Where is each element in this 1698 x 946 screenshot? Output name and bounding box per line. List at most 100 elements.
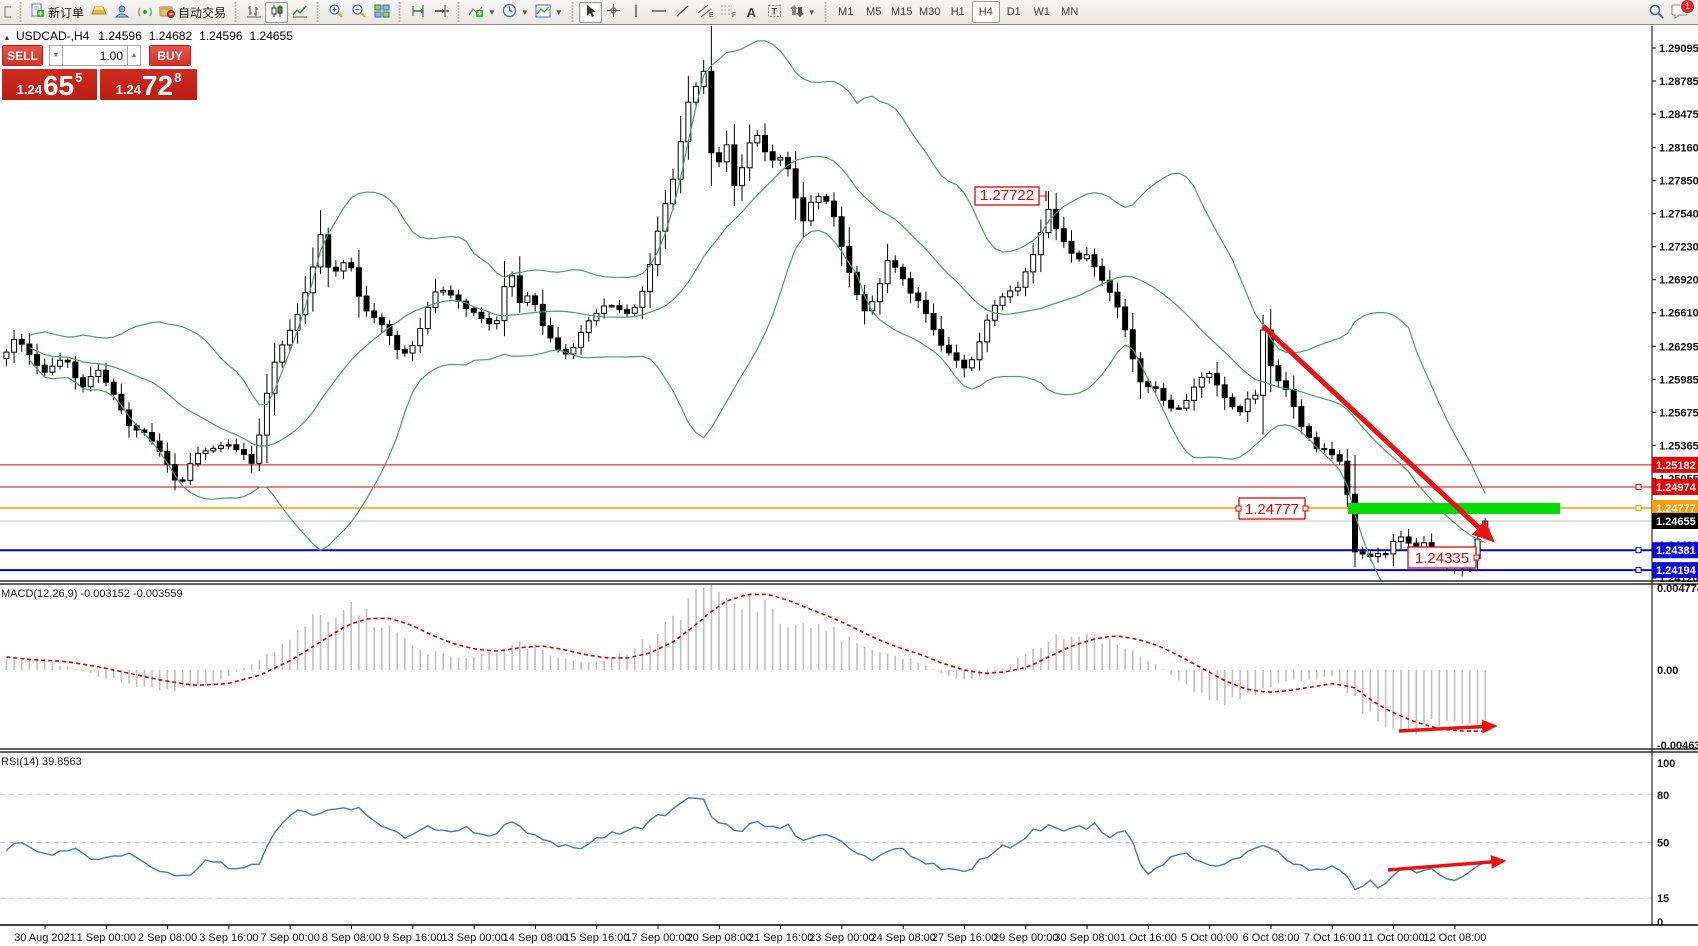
chat-button[interactable]: 1 <box>1668 0 1695 23</box>
indicators-button[interactable]: ▼ <box>465 2 499 23</box>
price-tag-1.24655 <box>1652 513 1698 530</box>
hline-handle[interactable] <box>1635 505 1642 512</box>
signals-button[interactable] <box>133 2 156 23</box>
sell-button[interactable]: SELL <box>2 45 43 66</box>
svg-text:11 Oct 00:00: 11 Oct 00:00 <box>1363 932 1425 944</box>
periods-button[interactable]: ▼ <box>499 2 532 23</box>
svg-text:9 Sep 16:00: 9 Sep 16:00 <box>383 932 442 944</box>
notification-badge: 1 <box>1680 0 1695 14</box>
support-zone-rectangle[interactable] <box>1348 503 1560 514</box>
line-chart-button[interactable] <box>288 2 311 23</box>
rsi-flat-arrow[interactable] <box>1387 854 1507 872</box>
horizontal-line-button[interactable] <box>648 2 671 23</box>
time-axis[interactable]: 30 Aug 2021 1 Sep 00:00 2 Sep 08:00 3 Sep 1… <box>14 925 1486 944</box>
svg-text:23 Sep 00:00: 23 Sep 00:00 <box>809 932 874 944</box>
templates-button[interactable]: ▼ <box>532 2 566 23</box>
one-click-trading-panel: SELL ▼ ▲ BUY 1.24 65 5 1.24 72 8 <box>2 45 198 100</box>
svg-text:14 Sep 08:00: 14 Sep 08:00 <box>503 932 568 944</box>
fibonacci-button[interactable]: F <box>717 2 740 23</box>
downtrend-arrow[interactable] <box>1261 324 1495 543</box>
svg-text:1.27850: 1.27850 <box>1659 176 1698 188</box>
svg-text:17 Sep 00:00: 17 Sep 00:00 <box>625 932 690 944</box>
text-button[interactable]: A <box>740 2 763 23</box>
timeframe-h1[interactable]: H1 <box>950 6 965 18</box>
auto-trading-label: 自动交易 <box>178 5 227 20</box>
macd-indicator <box>5 585 1498 735</box>
svg-text:1.24335: 1.24335 <box>1415 550 1469 567</box>
sell-price-sup: 5 <box>75 70 83 85</box>
line-chart-icon <box>291 4 308 21</box>
trendline-icon <box>675 4 690 21</box>
timeframe-m15[interactable]: M15 <box>891 6 913 18</box>
auto-trading-button[interactable]: 自动交易 <box>156 2 229 23</box>
bar-open-value: 1.24596 <box>98 29 142 43</box>
gold-bar-icon <box>90 5 107 20</box>
crosshair-button[interactable] <box>602 2 625 23</box>
buy-button[interactable]: BUY <box>149 45 191 66</box>
gold-bar-button[interactable] <box>87 2 110 23</box>
chevron-down-icon: ▼ <box>488 7 496 17</box>
svg-text:15: 15 <box>1657 893 1669 905</box>
candlestick-chart-button[interactable] <box>265 1 289 23</box>
trendline-button[interactable] <box>671 2 694 23</box>
auto-trading-icon <box>159 4 176 21</box>
svg-text:1.26610: 1.26610 <box>1659 308 1698 320</box>
hline-handle[interactable] <box>1635 484 1642 491</box>
vertical-line-button[interactable] <box>625 2 648 23</box>
volume-decrease-button[interactable]: ▼ <box>49 45 63 66</box>
macd-flat-arrow[interactable] <box>1398 719 1498 734</box>
zoom-in-button[interactable] <box>324 2 347 23</box>
tile-windows-icon <box>374 4 390 21</box>
tile-windows-button[interactable] <box>370 2 393 23</box>
zoom-out-icon <box>351 3 367 21</box>
price-callouts[interactable]: 1.27722 1.24777 1.24335 <box>974 186 1480 569</box>
callout-1.27722[interactable] <box>974 186 1040 206</box>
svg-text:2 Sep 08:00: 2 Sep 08:00 <box>138 932 197 944</box>
hline-handle[interactable] <box>1635 547 1642 554</box>
timeframe-d1[interactable]: D1 <box>1006 6 1021 18</box>
svg-text:3 Sep 16:00: 3 Sep 16:00 <box>199 932 258 944</box>
rsi-indicator <box>0 794 1652 899</box>
buy-price-small: 1.24 <box>115 82 141 97</box>
svg-text:1.28785: 1.28785 <box>1659 76 1698 88</box>
zoom-out-button[interactable] <box>347 2 370 23</box>
svg-text:1.25985: 1.25985 <box>1659 374 1698 386</box>
svg-text:1.25365: 1.25365 <box>1659 440 1698 452</box>
price-tag-1.24974 <box>1652 479 1698 496</box>
timeframe-h4[interactable]: H4 <box>971 1 1000 23</box>
timeframe-m30[interactable]: M30 <box>919 6 941 18</box>
text-label-button[interactable]: T <box>763 2 786 23</box>
timeframe-m1[interactable]: M1 <box>838 6 854 18</box>
arrows-button[interactable]: ▼ <box>786 2 819 23</box>
cursor-button[interactable] <box>578 1 602 23</box>
volume-input[interactable] <box>63 45 127 66</box>
sell-quote-button[interactable]: 1.24 65 5 <box>2 69 97 100</box>
auto-scroll-button[interactable] <box>406 2 429 23</box>
symbol-period-label: USDCAD-,H4 <box>16 29 90 43</box>
bar-chart-button[interactable] <box>242 2 265 23</box>
text-label-icon: T <box>767 4 782 21</box>
search-button[interactable] <box>1645 2 1668 23</box>
svg-text:29 Sep 00:00: 29 Sep 00:00 <box>993 932 1058 944</box>
timeframe-w1[interactable]: W1 <box>1033 6 1050 18</box>
timeframe-toolbar: M1 M5 M15 M30 H1 H4 D1 W1 MN <box>832 1 1084 23</box>
svg-text:5 Oct 00:00: 5 Oct 00:00 <box>1181 932 1238 944</box>
new-order-button[interactable]: 新订单 <box>27 2 87 23</box>
timeframe-m5[interactable]: M5 <box>866 6 882 18</box>
text-icon: A <box>746 4 756 20</box>
channel-button[interactable]: E <box>694 2 717 23</box>
vertical-line-icon <box>631 4 641 21</box>
zoom-in-icon <box>328 3 344 21</box>
volume-increase-button[interactable]: ▲ <box>127 45 141 66</box>
chart-shift-button[interactable] <box>429 2 452 23</box>
hline-handle[interactable] <box>1635 567 1642 574</box>
svg-text:1.27722: 1.27722 <box>980 187 1034 204</box>
timeframe-mn[interactable]: MN <box>1061 6 1079 18</box>
svg-text:21 Sep 16:00: 21 Sep 16:00 <box>748 932 813 944</box>
svg-text:1.29095: 1.29095 <box>1659 43 1698 55</box>
buy-quote-button[interactable]: 1.24 72 8 <box>100 69 197 100</box>
svg-text:12 Oct 08:00: 12 Oct 08:00 <box>1423 932 1486 944</box>
chart-area[interactable]: 1.27722 1.24777 1.24335 1.29095 1.28785 1.284… <box>0 26 1698 946</box>
profile-button[interactable] <box>110 2 133 23</box>
macd-label: MACD(12,26,9) -0.003152 -0.003559 <box>1 588 183 600</box>
